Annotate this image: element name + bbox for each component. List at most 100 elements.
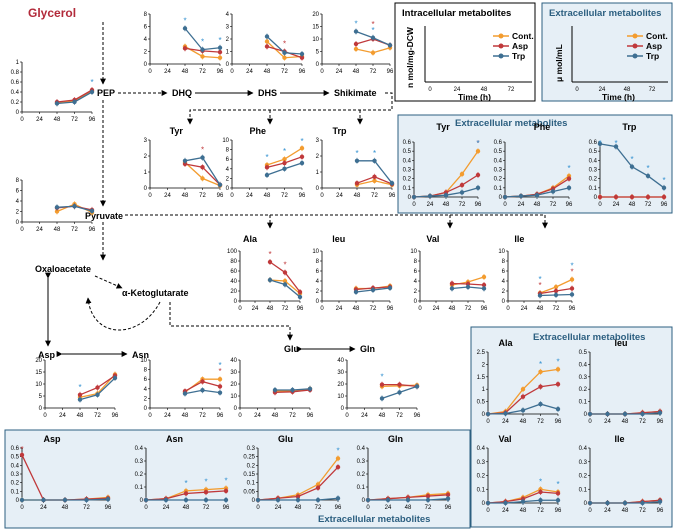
- node-asp: Asp: [38, 350, 56, 360]
- data-point-trp: [84, 497, 89, 503]
- x-tick-label: 48: [267, 306, 274, 312]
- x-tick-label: 0: [588, 508, 592, 514]
- legend-label-asp: Asp: [646, 41, 662, 51]
- y-tick-label: 40: [230, 279, 237, 285]
- significance-star: *: [662, 176, 665, 185]
- y-tick-label: 0.2: [477, 474, 486, 480]
- data-point-cont: [282, 278, 288, 284]
- x-tick-label: 0: [320, 69, 324, 75]
- y-tick-label: 6: [226, 157, 230, 163]
- chart-ex_glu: 0 0.05 0.1 0.15 0.2 0.25 0.3 0 24 48 72 96 Glu *: [243, 434, 342, 511]
- x-tick-label: 72: [281, 69, 288, 75]
- y-tick-label: 30: [337, 370, 344, 376]
- y-tick-label: 0.6: [494, 140, 503, 146]
- data-point-trp: [587, 411, 593, 417]
- data-point-trp: [485, 500, 491, 506]
- legend-label-trp: Trp: [646, 51, 659, 61]
- data-point-trp: [411, 194, 417, 200]
- x-tick-label: 96: [657, 419, 664, 425]
- y-tick-label: 2: [16, 210, 20, 216]
- x-tick-label: 24: [433, 306, 440, 312]
- chart-ex_val: 0 0.1 0.2 0.3 0.4 0 24 48 72 96 Val * *: [477, 434, 562, 514]
- significance-star: *: [556, 480, 559, 489]
- legend-marker-cont: [632, 33, 638, 39]
- x-tick-label: 0: [418, 306, 422, 312]
- data-point-trp: [77, 397, 83, 402]
- data-point-trp: [387, 43, 393, 48]
- y-tick-label: 0.3: [11, 472, 20, 478]
- x-tick-label: 24: [518, 202, 525, 208]
- extracellular-legend-title: Extracellular metabolites: [549, 8, 661, 19]
- x-tick-label: 24: [36, 227, 43, 233]
- y-tick-label: 1.5: [477, 375, 486, 381]
- x-tick-label: 48: [354, 193, 361, 199]
- y-tick-label: 0.5: [477, 400, 486, 406]
- significance-star: *: [373, 149, 376, 158]
- y-tick-label: 0: [144, 186, 148, 192]
- y-tick-label: 0: [316, 62, 320, 68]
- y-tick-label: 20: [35, 358, 42, 364]
- y-tick-label: 0.4: [579, 446, 588, 452]
- y-tick-label: 0.8: [11, 70, 20, 76]
- time-axis-intracellular: Time (h): [458, 92, 491, 102]
- y-tick-label: 0: [408, 195, 412, 201]
- data-point-asp: [372, 174, 377, 179]
- data-point-trp: [297, 294, 303, 300]
- x-tick-label: 96: [445, 505, 452, 511]
- data-point-trp: [520, 499, 526, 504]
- significance-star: *: [538, 275, 541, 284]
- y-tick-label: 2: [226, 37, 230, 43]
- y-tick-label: 0: [144, 62, 148, 68]
- data-point-trp: [217, 45, 223, 50]
- x-tick-label: 0: [230, 193, 234, 199]
- significance-star: *: [218, 367, 221, 376]
- data-point-trp: [555, 406, 561, 412]
- significance-star: *: [183, 16, 186, 25]
- y-tick-label: 1: [144, 170, 148, 176]
- legend-marker-asp: [632, 43, 638, 49]
- significance-star: *: [538, 281, 541, 290]
- data-point-asp: [183, 491, 189, 496]
- y-tick-label: 0.6: [403, 140, 412, 146]
- data-point-cont: [569, 277, 575, 282]
- y-tick-label: 0.1: [403, 186, 412, 192]
- y-tick-label: 80: [230, 259, 237, 265]
- data-point-trp: [389, 181, 395, 186]
- x-tick-label: 24: [36, 117, 43, 123]
- data-point-trp: [255, 497, 261, 503]
- y-tick-label: 0: [316, 186, 320, 192]
- x-tick-label: 24: [604, 508, 611, 514]
- data-point-trp: [282, 166, 287, 171]
- significance-star: *: [598, 139, 601, 148]
- y-tick-label: 20: [337, 382, 344, 388]
- x-tick-label: 96: [475, 202, 482, 208]
- y-tick-label: 0: [140, 498, 144, 504]
- y-tick-label: 100: [227, 249, 238, 255]
- y-tick-label: 2: [144, 50, 148, 56]
- data-point-trp: [72, 99, 77, 105]
- y-tick-label: 3: [316, 138, 320, 144]
- x-tick-label: 96: [299, 193, 306, 199]
- extracellular-asp-title: Extracellular metabolites: [318, 514, 430, 525]
- data-point-trp: [518, 193, 524, 199]
- chart-title-ex_asp: Asp: [44, 434, 62, 444]
- significance-star: *: [265, 153, 268, 162]
- y-tick-label: 6: [316, 269, 320, 275]
- intracellular-title: Intracellular metabolites: [402, 8, 511, 19]
- y-tick-label: 0.5: [589, 149, 598, 155]
- y-tick-label: 6: [414, 269, 418, 275]
- y-tick-label: 0.3: [477, 460, 486, 466]
- y-tick-label: 0.3: [403, 168, 412, 174]
- x-tick-label: 48: [353, 69, 360, 75]
- data-point-cont: [217, 377, 223, 382]
- x-tick-label: 0: [43, 413, 47, 419]
- extracellular-legend-box: [541, 2, 673, 102]
- x-tick-label: 24: [252, 306, 259, 312]
- chart-ex_gln: 0 0.1 0.2 0.3 0.4 0 24 48 72 96 Gln: [357, 434, 452, 511]
- y-tick-label: 6: [502, 269, 506, 275]
- data-point-cont: [475, 148, 481, 154]
- significance-star: *: [201, 146, 204, 155]
